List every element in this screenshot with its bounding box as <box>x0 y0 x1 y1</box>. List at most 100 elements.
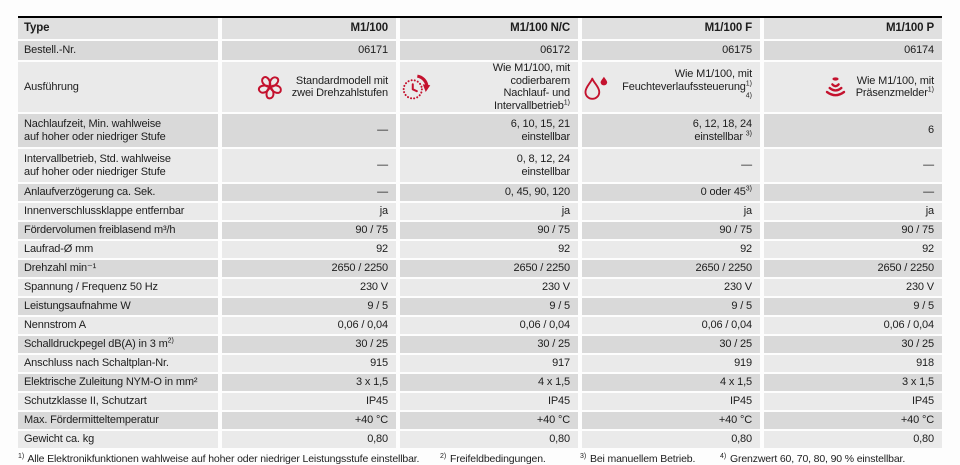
row-label: Bestell.-Nr. <box>18 41 218 60</box>
spec-value: — <box>222 149 396 182</box>
spec-value: 230 V <box>222 279 396 296</box>
table-row: Intervallbetrieb, Std. wahlweise auf hohe… <box>18 149 942 182</box>
row-label: Ausführung <box>18 62 218 112</box>
spec-value: ja <box>764 203 942 220</box>
spec-value: 0,80 <box>400 431 578 448</box>
spec-value: +40 °C <box>764 412 942 429</box>
footnote-marker: 4) <box>720 452 727 460</box>
model-version-cell: Wie M1/100, mit Präsenzmelder1) <box>764 62 942 112</box>
row-label: Fördervolumen freiblasend m³/h <box>18 222 218 239</box>
footnote-marker: 2) <box>440 452 447 460</box>
footnote-marker: 3) <box>580 452 587 460</box>
spec-value: ja <box>400 203 578 220</box>
spec-value: 90 / 75 <box>764 222 942 239</box>
spec-value: 6 <box>764 114 942 147</box>
spec-value: IP45 <box>582 393 760 410</box>
row-label: Laufrad-Ø mm <box>18 241 218 258</box>
footnotes: 1) Alle Elektronikfunktionen wahlweise a… <box>18 453 942 465</box>
column-header-model-0: M1/100 <box>222 18 396 39</box>
row-label: Drehzahl min⁻¹ <box>18 260 218 277</box>
row-label: Nachlaufzeit, Min. wahlweise auf hoher od… <box>18 114 218 147</box>
footnote-marker: 3) <box>745 129 752 137</box>
row-label: Schalldruckpegel dB(A) in 3 m2) <box>18 336 218 353</box>
order-number-value: 06172 <box>400 41 578 60</box>
spec-value: 230 V <box>400 279 578 296</box>
spec-value: 0, 8, 12, 24 einstellbar <box>400 149 578 182</box>
row-label: Anlaufverzögerung ca. Sek. <box>18 184 218 201</box>
spec-value: — <box>222 114 396 147</box>
model-version-text: Wie M1/100, mit codierbarem Nachlauf- und… <box>492 62 570 112</box>
spec-value: 6, 12, 18, 24 einstellbar 3) <box>582 114 760 147</box>
row-label: Elektrische Zuleitung NYM-O in mm² <box>18 374 218 391</box>
spec-value: 230 V <box>582 279 760 296</box>
spec-value: 92 <box>400 241 578 258</box>
timer-icon <box>400 72 431 103</box>
footnote: 3) Bei manuellem Betrieb. <box>580 452 696 465</box>
spec-value: 0 oder 453) <box>582 184 760 201</box>
footnote: 1) Alle Elektronikfunktionen wahlweise a… <box>18 452 420 465</box>
model-version-text: Standardmodell mit zwei Drehzahlstufen <box>291 74 388 100</box>
spec-value: 92 <box>222 241 396 258</box>
footnote-marker: 2) <box>167 337 174 345</box>
table-row: Nennstrom A 0,06 / 0,04 0,06 / 0,04 0,06 / … <box>18 317 942 334</box>
spec-value: 6, 10, 15, 21 einstellbar <box>400 114 578 147</box>
footnote-marker: 1) 4) <box>745 80 752 100</box>
column-header-model-2: M1/100 F <box>582 18 760 39</box>
model-version-text: Wie M1/100, mit Präsenzmelder1) <box>855 74 934 100</box>
row-label: Nennstrom A <box>18 317 218 334</box>
spec-value: — <box>222 184 396 201</box>
spec-value: 30 / 25 <box>764 336 942 353</box>
spec-value: 3 x 1,5 <box>222 374 396 391</box>
order-number-value: 06174 <box>764 41 942 60</box>
row-label: Innenverschlussklappe entfernbar <box>18 203 218 220</box>
model-version-row: Ausführung Standardmodell mit zwei Drehzah… <box>18 62 942 112</box>
table-header-row: Type M1/100 M1/100 N/C M1/100 F M1/100 P <box>18 16 942 39</box>
spec-value: 0,06 / 0,04 <box>582 317 760 334</box>
spec-value: 30 / 25 <box>400 336 578 353</box>
spec-value: 0,80 <box>222 431 396 448</box>
spec-value: 0,80 <box>582 431 760 448</box>
spec-value: — <box>764 184 942 201</box>
table-row: Schalldruckpegel dB(A) in 3 m2) 30 / 25 30… <box>18 336 942 353</box>
table-row: Drehzahl min⁻¹ 2650 / 2250 2650 / 2250 2650… <box>18 260 942 277</box>
row-label: Intervallbetrieb, Std. wahlweise auf hohe… <box>18 149 218 182</box>
spec-value: 3 x 1,5 <box>764 374 942 391</box>
spec-value: 0,06 / 0,04 <box>764 317 942 334</box>
table-row: Nachlaufzeit, Min. wahlweise auf hoher od… <box>18 114 942 147</box>
table-row: Gewicht ca. kg 0,80 0,80 0,80 0,80 <box>18 431 942 448</box>
spec-value: 0,06 / 0,04 <box>400 317 578 334</box>
row-label: Anschluss nach Schaltplan-Nr. <box>18 355 218 372</box>
spec-value: IP45 <box>764 393 942 410</box>
row-label: Max. Fördermitteltemperatur <box>18 412 218 429</box>
spec-value: 919 <box>582 355 760 372</box>
table-row: Schutzklasse II, Schutzart IP45 IP45 IP45 IP… <box>18 393 942 410</box>
spec-value: 917 <box>400 355 578 372</box>
table-row: Elektrische Zuleitung NYM-O in mm² 3 x 1,… <box>18 374 942 391</box>
spec-value: 92 <box>764 241 942 258</box>
model-version-cell: Wie M1/100, mit codierbarem Nachlauf- und… <box>400 62 578 112</box>
table-row: Fördervolumen freiblasend m³/h 90 / 75 90 … <box>18 222 942 239</box>
spec-value: 2650 / 2250 <box>764 260 942 277</box>
table-row: Anschluss nach Schaltplan-Nr. 915 917 919 91… <box>18 355 942 372</box>
spec-table: Type M1/100 M1/100 N/C M1/100 F M1/100 P Best… <box>18 16 942 448</box>
order-number-value: 06175 <box>582 41 760 60</box>
column-header-type: Type <box>18 18 218 39</box>
spec-value: 30 / 25 <box>222 336 396 353</box>
fan-icon <box>255 72 285 102</box>
spec-value: 918 <box>764 355 942 372</box>
spec-value: 9 / 5 <box>764 298 942 315</box>
table-row: Anlaufverzögerung ca. Sek. —0, 45, 90, 12… <box>18 184 942 201</box>
table-row: Laufrad-Ø mm 92 92 92 92 <box>18 241 942 258</box>
spec-value: — <box>582 149 760 182</box>
footnote: 4) Grenzwert 60, 70, 80, 90 % einstellba… <box>720 452 906 465</box>
footnote: 2) Freifeldbedingungen. <box>440 452 546 465</box>
spec-value: 9 / 5 <box>400 298 578 315</box>
spec-value: 2650 / 2250 <box>400 260 578 277</box>
spec-value: 90 / 75 <box>582 222 760 239</box>
spec-value: 2650 / 2250 <box>582 260 760 277</box>
row-label: Spannung / Frequenz 50 Hz <box>18 279 218 296</box>
spec-value: +40 °C <box>400 412 578 429</box>
model-version-text: Wie M1/100, mit Feuchteverlaufssteuerung1… <box>622 68 752 100</box>
row-label: Gewicht ca. kg <box>18 431 218 448</box>
spec-value: 90 / 75 <box>222 222 396 239</box>
